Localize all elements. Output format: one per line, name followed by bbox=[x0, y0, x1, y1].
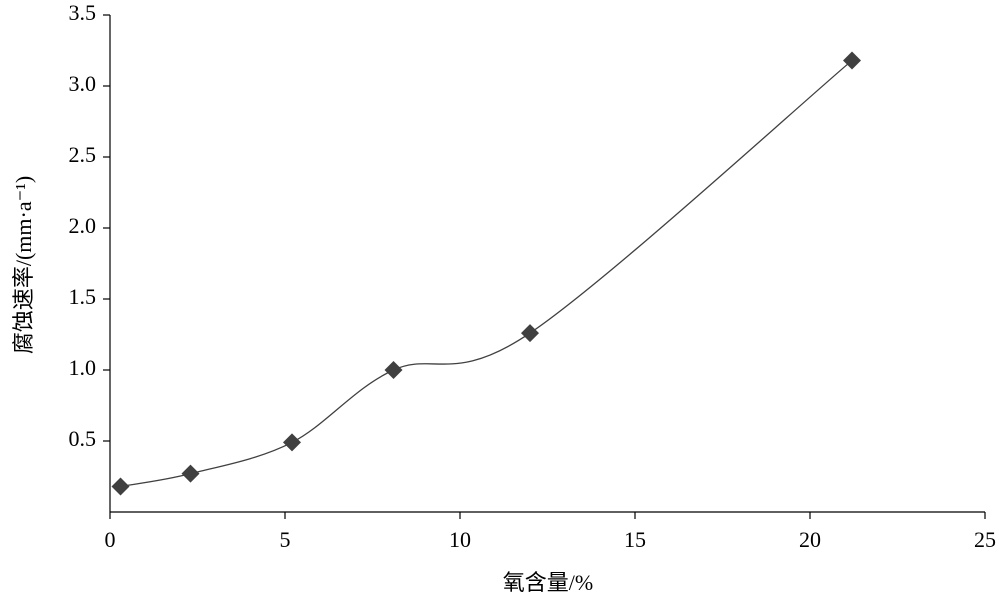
x-tick-label: 15 bbox=[624, 527, 646, 552]
line bbox=[120, 59, 853, 488]
x-tick-label: 25 bbox=[974, 527, 996, 552]
marker bbox=[283, 433, 301, 452]
y-tick-label: 2.5 bbox=[69, 142, 97, 167]
y-tick-label: 3.5 bbox=[69, 0, 97, 25]
x-tick-label: 20 bbox=[799, 527, 821, 552]
marker bbox=[111, 477, 130, 496]
marker bbox=[521, 324, 539, 343]
x-tick-label: 0 bbox=[105, 527, 116, 552]
marker bbox=[181, 464, 200, 483]
y-axis-label: 腐蚀速率/(mm·a⁻¹) bbox=[11, 176, 36, 354]
y-tick-label: 0.5 bbox=[69, 426, 97, 451]
y-tick-label: 3.0 bbox=[69, 71, 97, 96]
y-tick-label: 1.0 bbox=[69, 355, 97, 380]
y-tick-label: 1.5 bbox=[69, 284, 97, 309]
marker bbox=[384, 361, 403, 379]
x-tick-label: 10 bbox=[449, 527, 471, 552]
x-axis-label: 氧含量/% bbox=[503, 570, 593, 595]
x-tick-label: 5 bbox=[280, 527, 291, 552]
marker bbox=[843, 51, 861, 70]
y-tick-label: 2.0 bbox=[69, 213, 97, 238]
